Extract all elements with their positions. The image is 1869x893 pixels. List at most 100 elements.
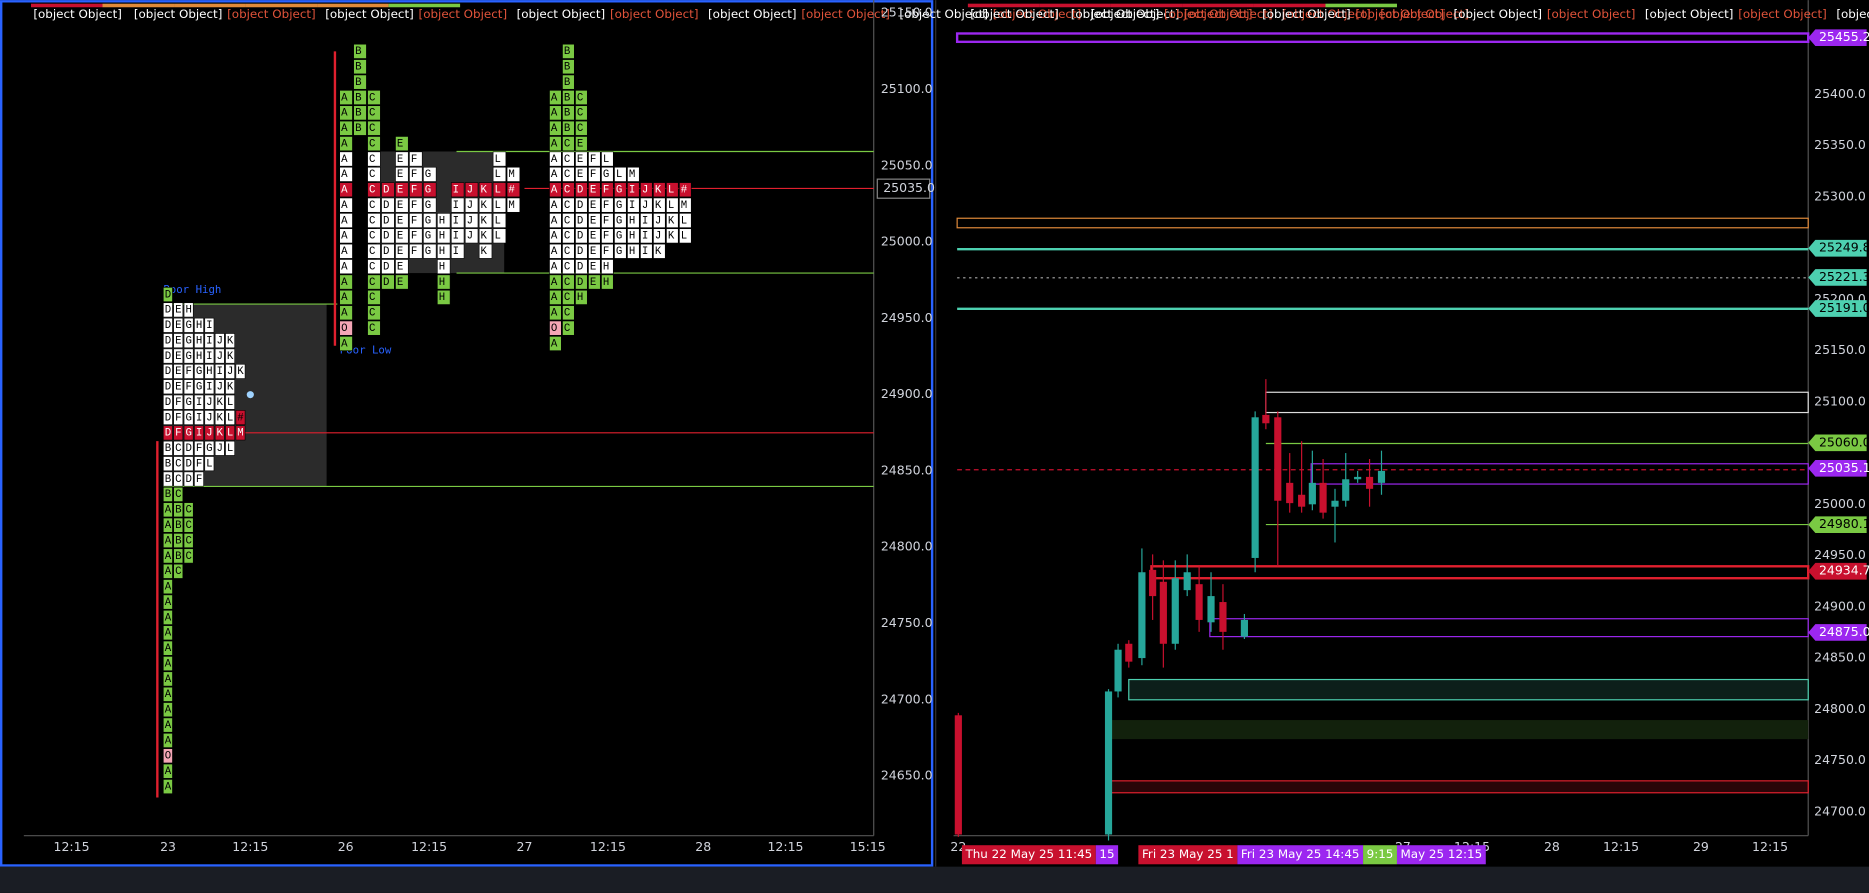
price-tick-label: 24650.0 xyxy=(881,768,933,783)
tpo-cell xyxy=(163,394,173,410)
time-label: 28 xyxy=(695,839,711,854)
last-price-tag xyxy=(876,178,931,199)
tpo-cell xyxy=(339,136,353,152)
tpo-cell xyxy=(601,197,614,213)
tpo-cell xyxy=(575,289,588,305)
tpo-cell xyxy=(666,213,679,228)
date-label: Fri 23 May 25 1 xyxy=(1142,847,1234,861)
price-tag xyxy=(1808,300,1867,317)
candle-body xyxy=(954,715,962,835)
tpo-cell xyxy=(549,259,562,275)
tpo-cell xyxy=(627,182,640,198)
tpo-cell xyxy=(194,394,204,410)
header-label: [object Object] xyxy=(1645,7,1734,21)
header-accent xyxy=(245,3,318,8)
tpo-cell xyxy=(437,274,451,290)
tpo-row: DEGHIJK xyxy=(165,351,238,363)
tpo-cell xyxy=(381,259,395,275)
header-label: [object Object] xyxy=(1454,7,1543,21)
tpo-row: AC xyxy=(165,566,186,578)
tpo-cell xyxy=(173,548,184,564)
tpo-row: ACDEFGHIK xyxy=(551,246,668,258)
tpo-cell xyxy=(194,333,204,349)
tpo-row: A C EF L xyxy=(341,154,508,166)
tpo-cell xyxy=(395,151,409,167)
tpo-cell xyxy=(204,440,215,456)
tpo-row: B xyxy=(551,62,577,74)
tpo-row: DEGHIJK xyxy=(165,335,238,347)
tpo-cell xyxy=(437,289,451,305)
tpo-cell xyxy=(194,440,204,456)
tpo-row: ABC xyxy=(341,108,383,120)
tpo-cell xyxy=(549,90,562,105)
tpo-row: DEFGIJK xyxy=(165,382,238,394)
tpo-cell xyxy=(194,456,204,472)
price-tag-label: 24980.1 xyxy=(1819,516,1869,531)
header-accent xyxy=(317,3,389,8)
tpo-cell xyxy=(214,333,225,349)
tpo-cell xyxy=(163,379,173,395)
tpo-cell xyxy=(575,120,588,136)
price-tag-label: 25191.0 xyxy=(1819,300,1869,315)
tpo-cell xyxy=(492,213,507,228)
tpo-cell xyxy=(549,305,562,321)
tpo-cell xyxy=(549,197,562,213)
header-value: [object Object] xyxy=(610,7,699,21)
tpo-cell xyxy=(353,105,367,121)
tpo-cell xyxy=(339,289,353,305)
tpo-cell xyxy=(562,105,575,121)
tpo-cell xyxy=(409,182,423,198)
tpo-cell xyxy=(562,289,575,305)
tpo-cell xyxy=(367,305,381,321)
tpo-cell xyxy=(679,197,692,213)
tpo-cell xyxy=(173,394,184,410)
tpo-row: A CDEFGHIJKL xyxy=(341,215,508,227)
tpo-cell xyxy=(204,425,215,441)
candle-body xyxy=(1262,414,1270,424)
zone xyxy=(955,32,1810,44)
time-label: 12:15 xyxy=(232,839,268,854)
tpo-row: B xyxy=(341,62,369,74)
price-tag xyxy=(1808,434,1867,452)
tpo-cell xyxy=(183,533,194,548)
tpo-cell xyxy=(492,197,507,213)
bottom-bar xyxy=(0,866,1869,893)
tpo-cell xyxy=(588,259,601,275)
header-label: [object Object] xyxy=(1262,7,1351,21)
tpo-row: A xyxy=(165,735,175,747)
tpo-row: O xyxy=(165,751,175,763)
tpo-cell xyxy=(627,243,640,259)
tpo-cell xyxy=(339,213,353,228)
tpo-cell xyxy=(549,120,562,136)
zone xyxy=(1310,463,1809,485)
tpo-cell xyxy=(464,228,479,244)
tpo-cell xyxy=(225,379,235,395)
tpo-cell xyxy=(423,243,437,259)
time-label: 29 xyxy=(1693,839,1709,854)
tpo-row: BC xyxy=(165,489,186,501)
header-accent xyxy=(30,3,103,8)
header-accent xyxy=(174,3,246,8)
tpo-cell xyxy=(339,197,353,213)
time-label: 12:15 xyxy=(767,839,803,854)
price-tick-label: 24750.0 xyxy=(1814,752,1866,767)
time-label: 12:15 xyxy=(54,839,90,854)
candle-body xyxy=(1298,494,1306,507)
left-panel-border[interactable] xyxy=(0,0,934,867)
candle-body xyxy=(1114,649,1122,692)
tpo-row: AC xyxy=(551,308,577,320)
tpo-cell xyxy=(214,348,225,364)
tpo-cell xyxy=(562,151,575,167)
tpo-cell xyxy=(640,182,653,198)
tpo-cell xyxy=(653,182,666,198)
tpo-cell xyxy=(409,243,423,259)
price-tick-label: 24700.0 xyxy=(881,691,933,706)
tpo-cell xyxy=(575,136,588,152)
time-label: 12:15 xyxy=(411,839,447,854)
tpo-cell xyxy=(214,363,225,379)
tpo-cell xyxy=(163,748,173,764)
tpo-cell xyxy=(601,259,614,275)
tpo-row: D xyxy=(165,289,175,301)
tpo-cell xyxy=(409,228,423,244)
header-label: [object Object] xyxy=(708,7,797,21)
